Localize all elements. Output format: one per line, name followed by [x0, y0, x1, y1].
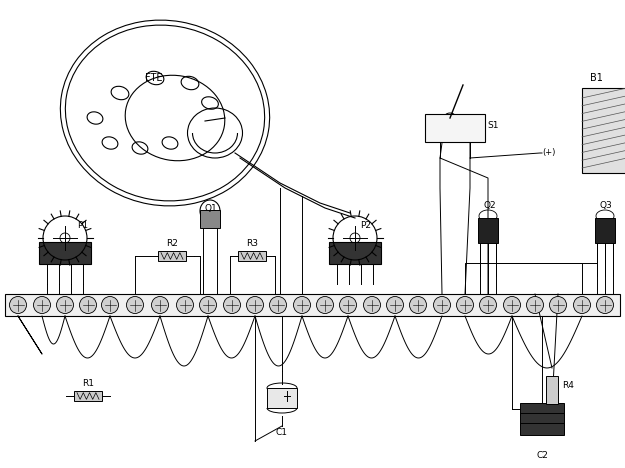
Circle shape	[339, 297, 356, 314]
Bar	[520, 413, 564, 425]
Text: R4: R4	[562, 381, 574, 390]
Bar	[158, 251, 186, 261]
Circle shape	[316, 297, 334, 314]
Bar	[478, 218, 498, 243]
Text: Q3: Q3	[600, 201, 612, 210]
Text: C1: C1	[276, 428, 288, 437]
Text: P2: P2	[360, 221, 371, 231]
Text: Q2: Q2	[483, 201, 496, 210]
Bar	[546, 376, 558, 404]
Circle shape	[479, 297, 496, 314]
Bar	[582, 88, 625, 173]
Circle shape	[101, 297, 119, 314]
Bar	[39, 242, 91, 264]
Text: (+): (+)	[542, 148, 556, 158]
Text: R3: R3	[246, 239, 258, 248]
Circle shape	[224, 297, 241, 314]
Text: C2: C2	[536, 451, 548, 460]
Text: S1: S1	[487, 120, 499, 130]
Bar	[595, 218, 615, 243]
Bar	[520, 403, 564, 415]
Bar	[425, 114, 485, 142]
Circle shape	[386, 297, 404, 314]
Circle shape	[199, 297, 216, 314]
Circle shape	[34, 297, 51, 314]
Circle shape	[364, 297, 381, 314]
Circle shape	[151, 297, 169, 314]
Bar	[329, 242, 381, 264]
Text: P1: P1	[77, 221, 88, 231]
Circle shape	[294, 297, 311, 314]
Bar	[267, 388, 297, 408]
Circle shape	[456, 297, 474, 314]
Circle shape	[79, 297, 96, 314]
Text: B1: B1	[590, 73, 603, 83]
Circle shape	[434, 297, 451, 314]
Circle shape	[596, 297, 614, 314]
Text: Q1: Q1	[205, 204, 217, 213]
Bar	[520, 423, 564, 435]
Circle shape	[504, 297, 521, 314]
Circle shape	[126, 297, 144, 314]
Bar	[238, 251, 266, 261]
Circle shape	[526, 297, 544, 314]
Circle shape	[409, 297, 426, 314]
Circle shape	[549, 297, 566, 314]
Bar	[200, 210, 220, 228]
Circle shape	[9, 297, 26, 314]
Circle shape	[246, 297, 264, 314]
Bar	[5, 294, 620, 316]
Text: R1: R1	[82, 379, 94, 388]
Bar	[74, 391, 102, 401]
Circle shape	[574, 297, 591, 314]
Text: R2: R2	[166, 239, 178, 248]
Circle shape	[176, 297, 194, 314]
Circle shape	[56, 297, 74, 314]
Circle shape	[269, 297, 286, 314]
Text: FTE: FTE	[145, 73, 162, 83]
